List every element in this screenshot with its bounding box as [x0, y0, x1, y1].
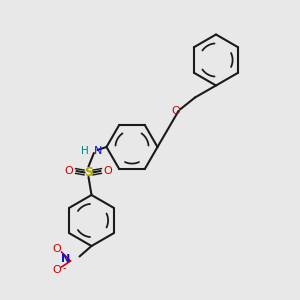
- Text: -: -: [63, 263, 67, 274]
- Text: O: O: [52, 244, 62, 254]
- Text: N: N: [94, 146, 102, 157]
- Text: O: O: [171, 106, 180, 116]
- Text: H: H: [81, 146, 88, 157]
- Text: S: S: [84, 166, 93, 179]
- Text: O: O: [103, 166, 112, 176]
- Text: O: O: [52, 265, 62, 275]
- Text: N: N: [61, 254, 70, 265]
- Text: O: O: [64, 166, 74, 176]
